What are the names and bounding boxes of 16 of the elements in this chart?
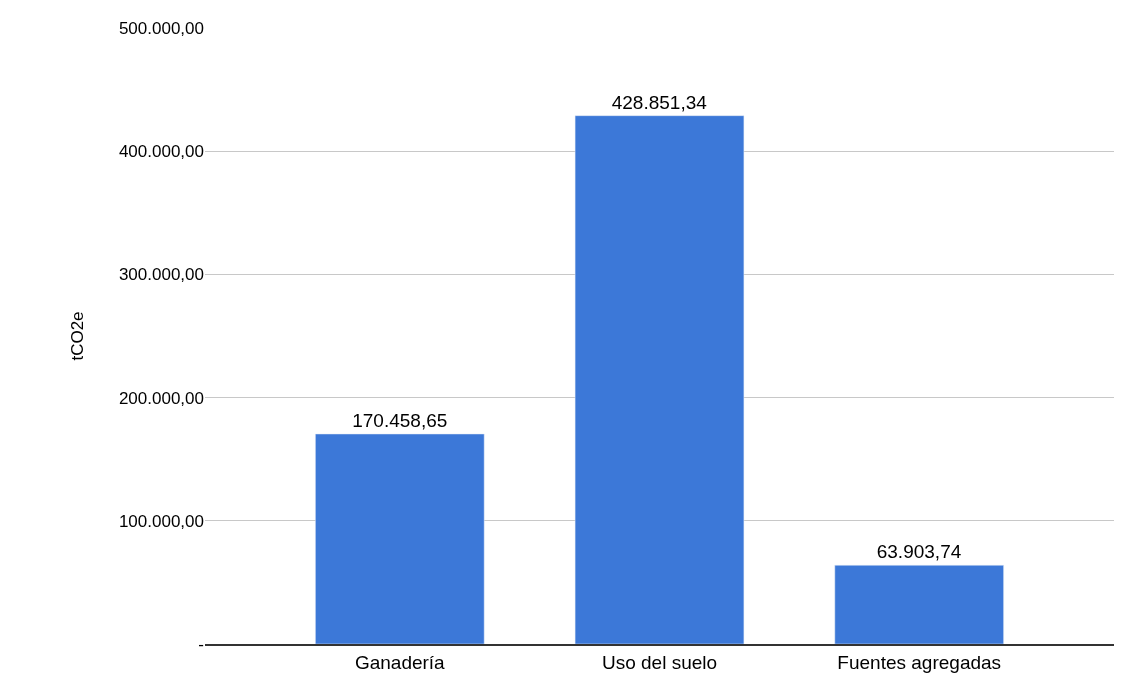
data-label: 63.903,74 (876, 541, 962, 563)
bar (315, 433, 485, 644)
y-tick-label: 200.000,00 (118, 388, 204, 408)
y-axis-title: tCO2e (68, 311, 88, 361)
bar (574, 115, 745, 644)
y-tick-label: 300.000,00 (118, 265, 204, 285)
y-tick-label: - (198, 634, 204, 654)
bar (834, 565, 1004, 644)
y-tick-label: 100.000,00 (118, 511, 204, 531)
data-label: 170.458,65 (352, 409, 448, 431)
y-tick-label: 400.000,00 (118, 142, 204, 162)
x-tick-label: Ganadería (354, 651, 446, 673)
y-tick-label: 500.000,00 (118, 18, 204, 38)
x-tick-label: Fuentes agregadas (837, 651, 1002, 673)
data-label: 428.851,34 (611, 91, 708, 113)
x-tick-label: Uso del suelo (601, 651, 718, 673)
